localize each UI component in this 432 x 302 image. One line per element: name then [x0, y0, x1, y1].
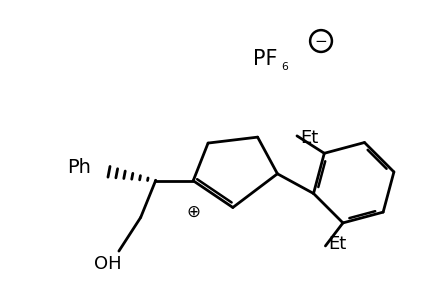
Text: −: −	[314, 34, 327, 49]
Text: ⊕: ⊕	[186, 202, 200, 220]
Text: Et: Et	[300, 129, 318, 147]
Text: OH: OH	[94, 255, 122, 273]
Text: $_6$: $_6$	[281, 58, 289, 73]
Text: Et: Et	[328, 235, 346, 253]
Text: Ph: Ph	[67, 158, 91, 177]
Text: PF: PF	[253, 49, 277, 69]
